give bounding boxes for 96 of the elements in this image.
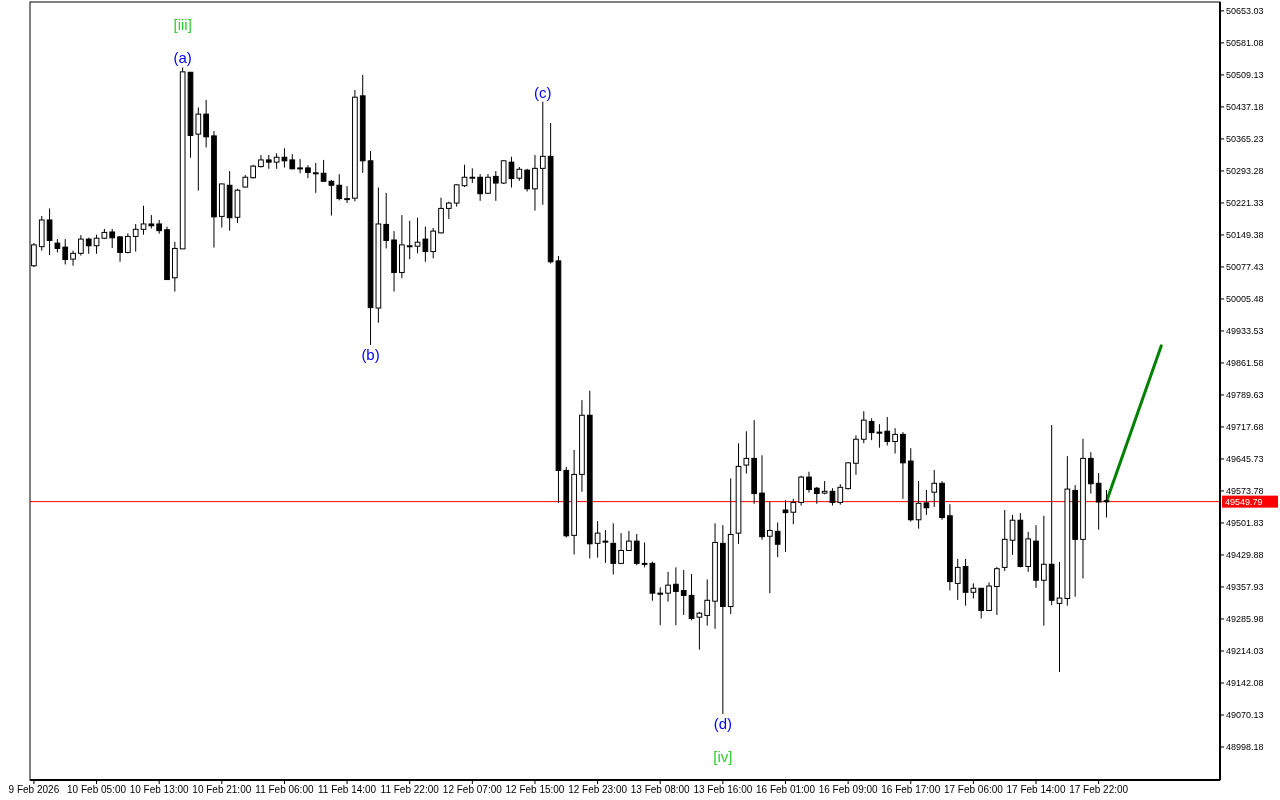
y-tick-label: 50149.38 [1226, 230, 1264, 241]
x-tick-label: 12 Feb 07:00 [442, 784, 503, 795]
candlestick [884, 416, 891, 446]
x-tick-label: 17 Feb 06:00 [943, 784, 1004, 795]
candlestick [680, 569, 687, 616]
y-tick-label: 49285.98 [1226, 614, 1264, 625]
candlestick [892, 427, 898, 454]
candlestick [532, 154, 538, 212]
candlestick [117, 235, 123, 263]
candlestick [978, 587, 985, 620]
candlestick [539, 101, 546, 206]
y-tick-label: 50221.33 [1226, 198, 1264, 209]
candlestick [336, 173, 343, 201]
y-tick-label: 50365.23 [1226, 134, 1264, 145]
x-tick-label: 13 Feb 16:00 [693, 784, 753, 795]
y-tick-label: 50293.28 [1226, 166, 1264, 177]
candlestick [618, 532, 624, 564]
candlestick [297, 158, 303, 174]
x-tick-label: 13 Feb 08:00 [630, 784, 691, 795]
y-tick-label: 49070.13 [1226, 710, 1264, 721]
candlestick [743, 430, 750, 475]
x-tick-label: 12 Feb 23:00 [568, 784, 628, 795]
candlestick [485, 173, 491, 195]
candlestick [610, 522, 617, 575]
y-tick-label: 49861.58 [1226, 358, 1264, 369]
x-tick-label: 10 Feb 05:00 [67, 784, 127, 795]
x-tick-label: 10 Feb 21:00 [192, 784, 252, 795]
candlestick [774, 521, 781, 558]
candlestick [837, 483, 844, 506]
candlestick [665, 571, 671, 603]
candlestick [790, 498, 797, 525]
annotation: [iv] [713, 748, 733, 766]
y-tick-label: 49789.63 [1226, 390, 1264, 401]
y-tick-label: 49645.73 [1226, 454, 1264, 465]
y-tick-label: 50005.48 [1226, 294, 1264, 305]
y-tick-label: 50077.43 [1226, 262, 1264, 273]
annotation: [iii] [173, 16, 192, 34]
x-tick-label: 10 Feb 13:00 [129, 784, 190, 795]
candlestick [132, 223, 139, 253]
candlestick [704, 578, 711, 627]
candlestick [383, 192, 390, 249]
y-tick-label: 49501.83 [1226, 518, 1264, 529]
y-tick-label: 49429.88 [1226, 550, 1264, 561]
y-tick-label: 49142.08 [1226, 678, 1264, 689]
candlestick [430, 227, 437, 259]
y-tick-label: 48998.18 [1226, 742, 1264, 753]
y-tick-label: 49214.03 [1226, 646, 1264, 657]
x-tick-label: 11 Feb 22:00 [380, 784, 440, 795]
y-tick-label: 50509.13 [1226, 70, 1264, 81]
x-tick-label: 11 Feb 14:00 [317, 784, 377, 795]
y-tick-label: 49573.78 [1226, 486, 1264, 497]
candlestick [954, 558, 961, 601]
y-tick-label: 50581.08 [1226, 38, 1264, 49]
annotation: (a) [173, 49, 192, 67]
candlestick [312, 162, 319, 194]
candlestick [931, 469, 938, 508]
candlestick [806, 471, 812, 494]
candlestick [477, 173, 484, 202]
y-tick-label: 50653.03 [1226, 6, 1264, 17]
candlestick [406, 220, 413, 260]
y-tick-label: 49717.68 [1226, 422, 1264, 433]
candlestick [203, 99, 209, 148]
annotation: (d) [713, 715, 733, 733]
x-tick-label: 9 Feb 2026 [8, 784, 60, 795]
candlestick [195, 106, 202, 192]
x-tick-label: 16 Feb 01:00 [756, 784, 816, 795]
candlestick [994, 566, 1000, 616]
x-tick-label: 17 Feb 22:00 [1069, 784, 1129, 795]
candlestick [492, 170, 499, 202]
y-tick-label: 50437.18 [1226, 102, 1264, 113]
y-tick-label: 49933.53 [1226, 326, 1264, 337]
candlestick [78, 234, 84, 257]
y-tick-label: 49357.93 [1226, 582, 1264, 593]
candlestick [109, 228, 116, 249]
candlestick [860, 410, 867, 444]
x-tick-label: 16 Feb 17:00 [881, 784, 941, 795]
candlestick [782, 499, 789, 553]
candlestick [1041, 515, 1047, 627]
candlestick [626, 530, 632, 551]
x-tick-label: 12 Feb 15:00 [505, 784, 565, 795]
x-tick-label: 11 Feb 06:00 [255, 784, 314, 795]
candlestick [305, 164, 311, 179]
candlestick [633, 533, 640, 566]
candlestick [46, 207, 53, 256]
annotation: (b) [361, 345, 380, 363]
ref-line-label: 49549.79 [1225, 496, 1263, 507]
annotation: (c) [534, 83, 552, 101]
candlestick [673, 566, 679, 626]
candlestick [766, 501, 773, 594]
candlestick [453, 183, 460, 208]
x-tick-label: 16 Feb 09:00 [818, 784, 879, 795]
candlestick [657, 586, 664, 626]
x-tick-label: 17 Feb 14:00 [1006, 784, 1066, 795]
candlestick [344, 185, 350, 204]
candlestick [70, 250, 76, 267]
candlestick [62, 238, 69, 265]
